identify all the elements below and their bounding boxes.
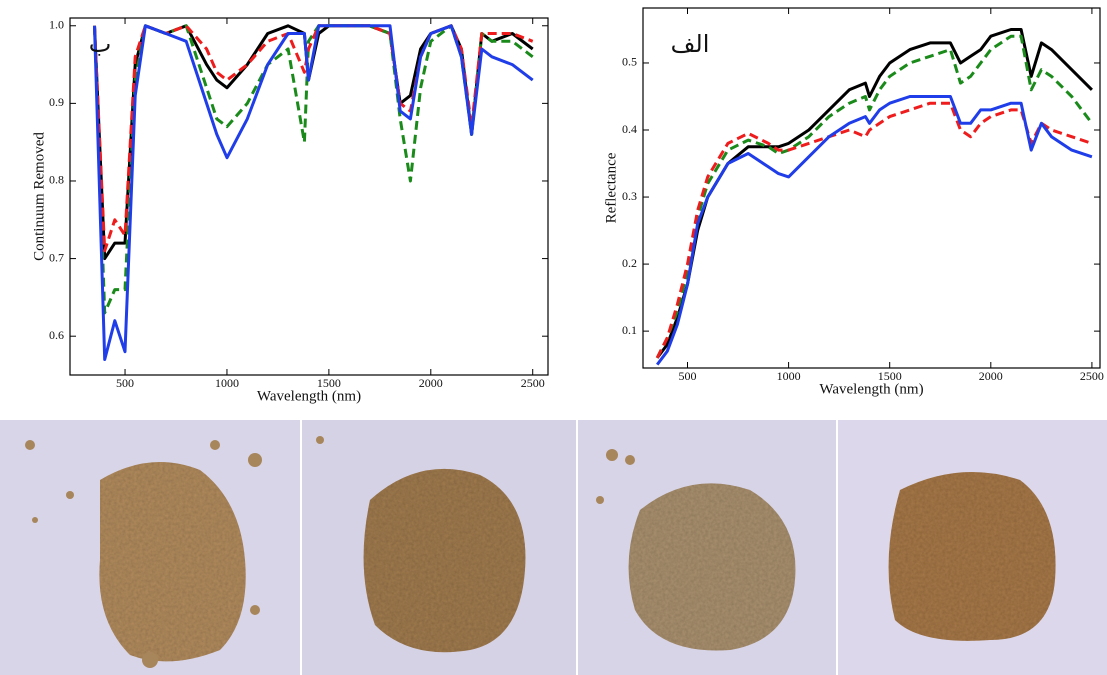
x-axis-title: Wavelength (nm)	[257, 388, 361, 404]
x-tick-label: 1000	[777, 369, 801, 383]
spectrum-line	[93, 24, 534, 361]
y-tick-label: 0.8	[49, 173, 64, 187]
panel-label: الف	[671, 30, 710, 58]
x-tick-label: 1500	[878, 369, 902, 383]
x-tick-label: 500	[116, 376, 134, 390]
x-tick-label: 2500	[521, 376, 545, 390]
y-tick-label: 0.4	[622, 122, 637, 136]
y-tick-label: 0.6	[49, 328, 64, 342]
x-tick-label: 2000	[419, 376, 443, 390]
spectrum-line	[655, 101, 1093, 359]
x-axis-title: Wavelength (nm)	[819, 381, 923, 397]
y-axis-title: Continuum Removed	[31, 132, 47, 261]
chart: 0.1 0.2 0.3 0.4 0.5 500 1000 1500 2000 2500 Wavele…	[603, 7, 1104, 397]
x-tick-label: 1000	[215, 376, 239, 390]
spectrum-line	[655, 34, 1094, 359]
y-tick-label: 0.2	[622, 256, 637, 270]
soil-photos	[0, 420, 1107, 675]
spectrum-line	[656, 28, 1093, 359]
y-tick-label: 1.0	[49, 18, 64, 32]
x-tick-label: 1500	[317, 376, 341, 390]
panel-label: ب	[89, 30, 112, 58]
y-axis-title: Reflectance	[603, 152, 619, 223]
x-tick-label: 500	[678, 369, 696, 383]
y-tick-label: 0.3	[622, 189, 637, 203]
plot-frame	[642, 7, 1101, 369]
x-tick-label: 2500	[1080, 369, 1104, 383]
spectrum-line	[656, 95, 1093, 366]
y-tick-label: 0.7	[49, 250, 64, 264]
chart: 0.6 0.7 0.8 0.9 1.0 500 1000 1500 2000 2500 Wavele…	[31, 17, 549, 404]
plot-lines	[93, 24, 534, 361]
spectrum-line	[93, 24, 534, 315]
y-tick-label: 0.9	[49, 95, 64, 109]
plot-lines	[655, 28, 1094, 366]
x-tick-label: 2000	[979, 369, 1003, 383]
y-tick-label: 0.5	[622, 55, 637, 69]
y-tick-label: 0.1	[622, 323, 637, 337]
plot-frame	[69, 17, 549, 376]
